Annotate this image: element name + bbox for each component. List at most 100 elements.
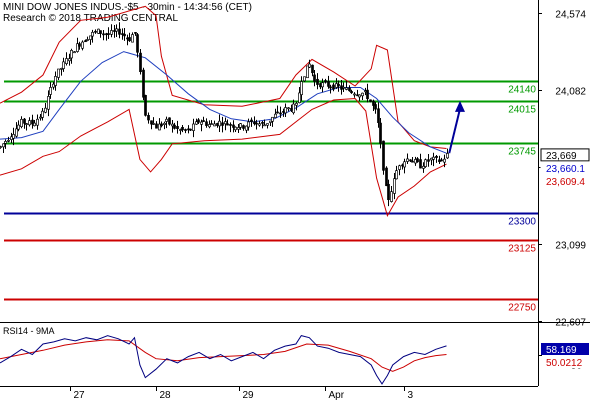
chart-frame (0, 0, 590, 387)
candle (274, 108, 277, 119)
candle-body (76, 43, 79, 52)
candle (385, 166, 388, 187)
price-tick-label: 24,574 (555, 10, 586, 21)
candle (361, 92, 364, 101)
candle (324, 78, 327, 84)
candle-body (41, 110, 44, 118)
candle-body (47, 96, 50, 110)
candle-body (390, 191, 393, 202)
candle (36, 114, 39, 130)
candle (229, 122, 232, 133)
candle (358, 94, 361, 102)
candle-body (385, 167, 388, 187)
candle-body (165, 118, 168, 122)
candle-body (158, 123, 161, 131)
price-tag-box (540, 148, 590, 162)
candle (239, 122, 242, 130)
candle-body (91, 31, 94, 37)
candle (263, 119, 266, 127)
candle (422, 162, 425, 173)
candle (284, 103, 287, 118)
candle-body (306, 65, 309, 79)
candle (395, 165, 398, 180)
candle (255, 119, 258, 130)
candle-body (427, 159, 430, 162)
candle (369, 99, 372, 103)
price-tag-label: 23,609.4 (546, 177, 585, 188)
candle-body (350, 91, 353, 94)
candle-body (115, 28, 118, 32)
candle (144, 94, 147, 117)
candle-body (398, 165, 401, 170)
candle-body (416, 158, 419, 163)
candle-body (33, 122, 36, 127)
candle (0, 145, 2, 149)
candle (110, 24, 113, 38)
candle (136, 32, 139, 58)
candle-body (255, 122, 258, 125)
candle (221, 116, 224, 133)
candle (287, 107, 290, 112)
candle (25, 123, 28, 131)
candle (147, 112, 150, 124)
candle-body (123, 33, 126, 37)
candle (419, 153, 422, 169)
candle-body (102, 33, 105, 36)
candle-body (128, 37, 131, 42)
candle (348, 85, 351, 92)
candle-body (382, 140, 385, 171)
time-tick-label: 27 (74, 390, 86, 400)
candle-body (321, 82, 324, 88)
candle (189, 128, 192, 132)
candle-body (131, 34, 134, 43)
candle-body (419, 159, 422, 169)
candle (102, 30, 105, 41)
time-tick-label: 29 (243, 390, 255, 400)
moving-average (0, 51, 447, 154)
candle (176, 120, 179, 134)
candle-body (213, 123, 216, 127)
candle-body (107, 33, 110, 35)
candle-body (184, 129, 187, 131)
candle (237, 124, 240, 134)
candle-body (192, 123, 195, 131)
candle-body (387, 183, 390, 201)
candle-body (81, 41, 84, 49)
candle-body (358, 94, 361, 98)
candle (353, 92, 356, 98)
candle (276, 105, 279, 114)
candle-body (147, 115, 150, 121)
candle (155, 121, 158, 129)
candle (335, 78, 338, 89)
candle-body (195, 121, 198, 125)
candle-body (62, 61, 65, 69)
candle-body (17, 124, 20, 130)
time-tick-label: Apr (329, 390, 345, 400)
candle-body (247, 121, 250, 128)
candle (213, 120, 216, 127)
candle (224, 117, 227, 131)
rsi-tag-blue: 58.169 (541, 343, 589, 356)
rsi-tag-red: 50.0212 (541, 356, 589, 369)
candle-body (403, 161, 406, 168)
candle (245, 125, 248, 134)
candle-body (440, 159, 443, 162)
candle (306, 65, 309, 79)
candle-body (94, 30, 97, 33)
level-label-23125: 23125 (508, 244, 536, 255)
candle-body (303, 76, 306, 82)
time-axis: 27 28 29 Apr 3 (70, 386, 414, 400)
candle (406, 153, 409, 164)
rsi-line (0, 335, 447, 385)
support-resistance-levels: 24140 24015 23745 23300 23125 22750 (4, 80, 538, 314)
candle (41, 108, 44, 121)
chart-title: MINI DOW JONES INDUS.-$5 - 30min - 14:34… (3, 2, 252, 13)
candle-body (313, 74, 316, 82)
candle (123, 28, 126, 41)
candle (416, 157, 419, 163)
candle-body (229, 124, 232, 126)
candle (242, 124, 245, 131)
candle (202, 116, 205, 122)
